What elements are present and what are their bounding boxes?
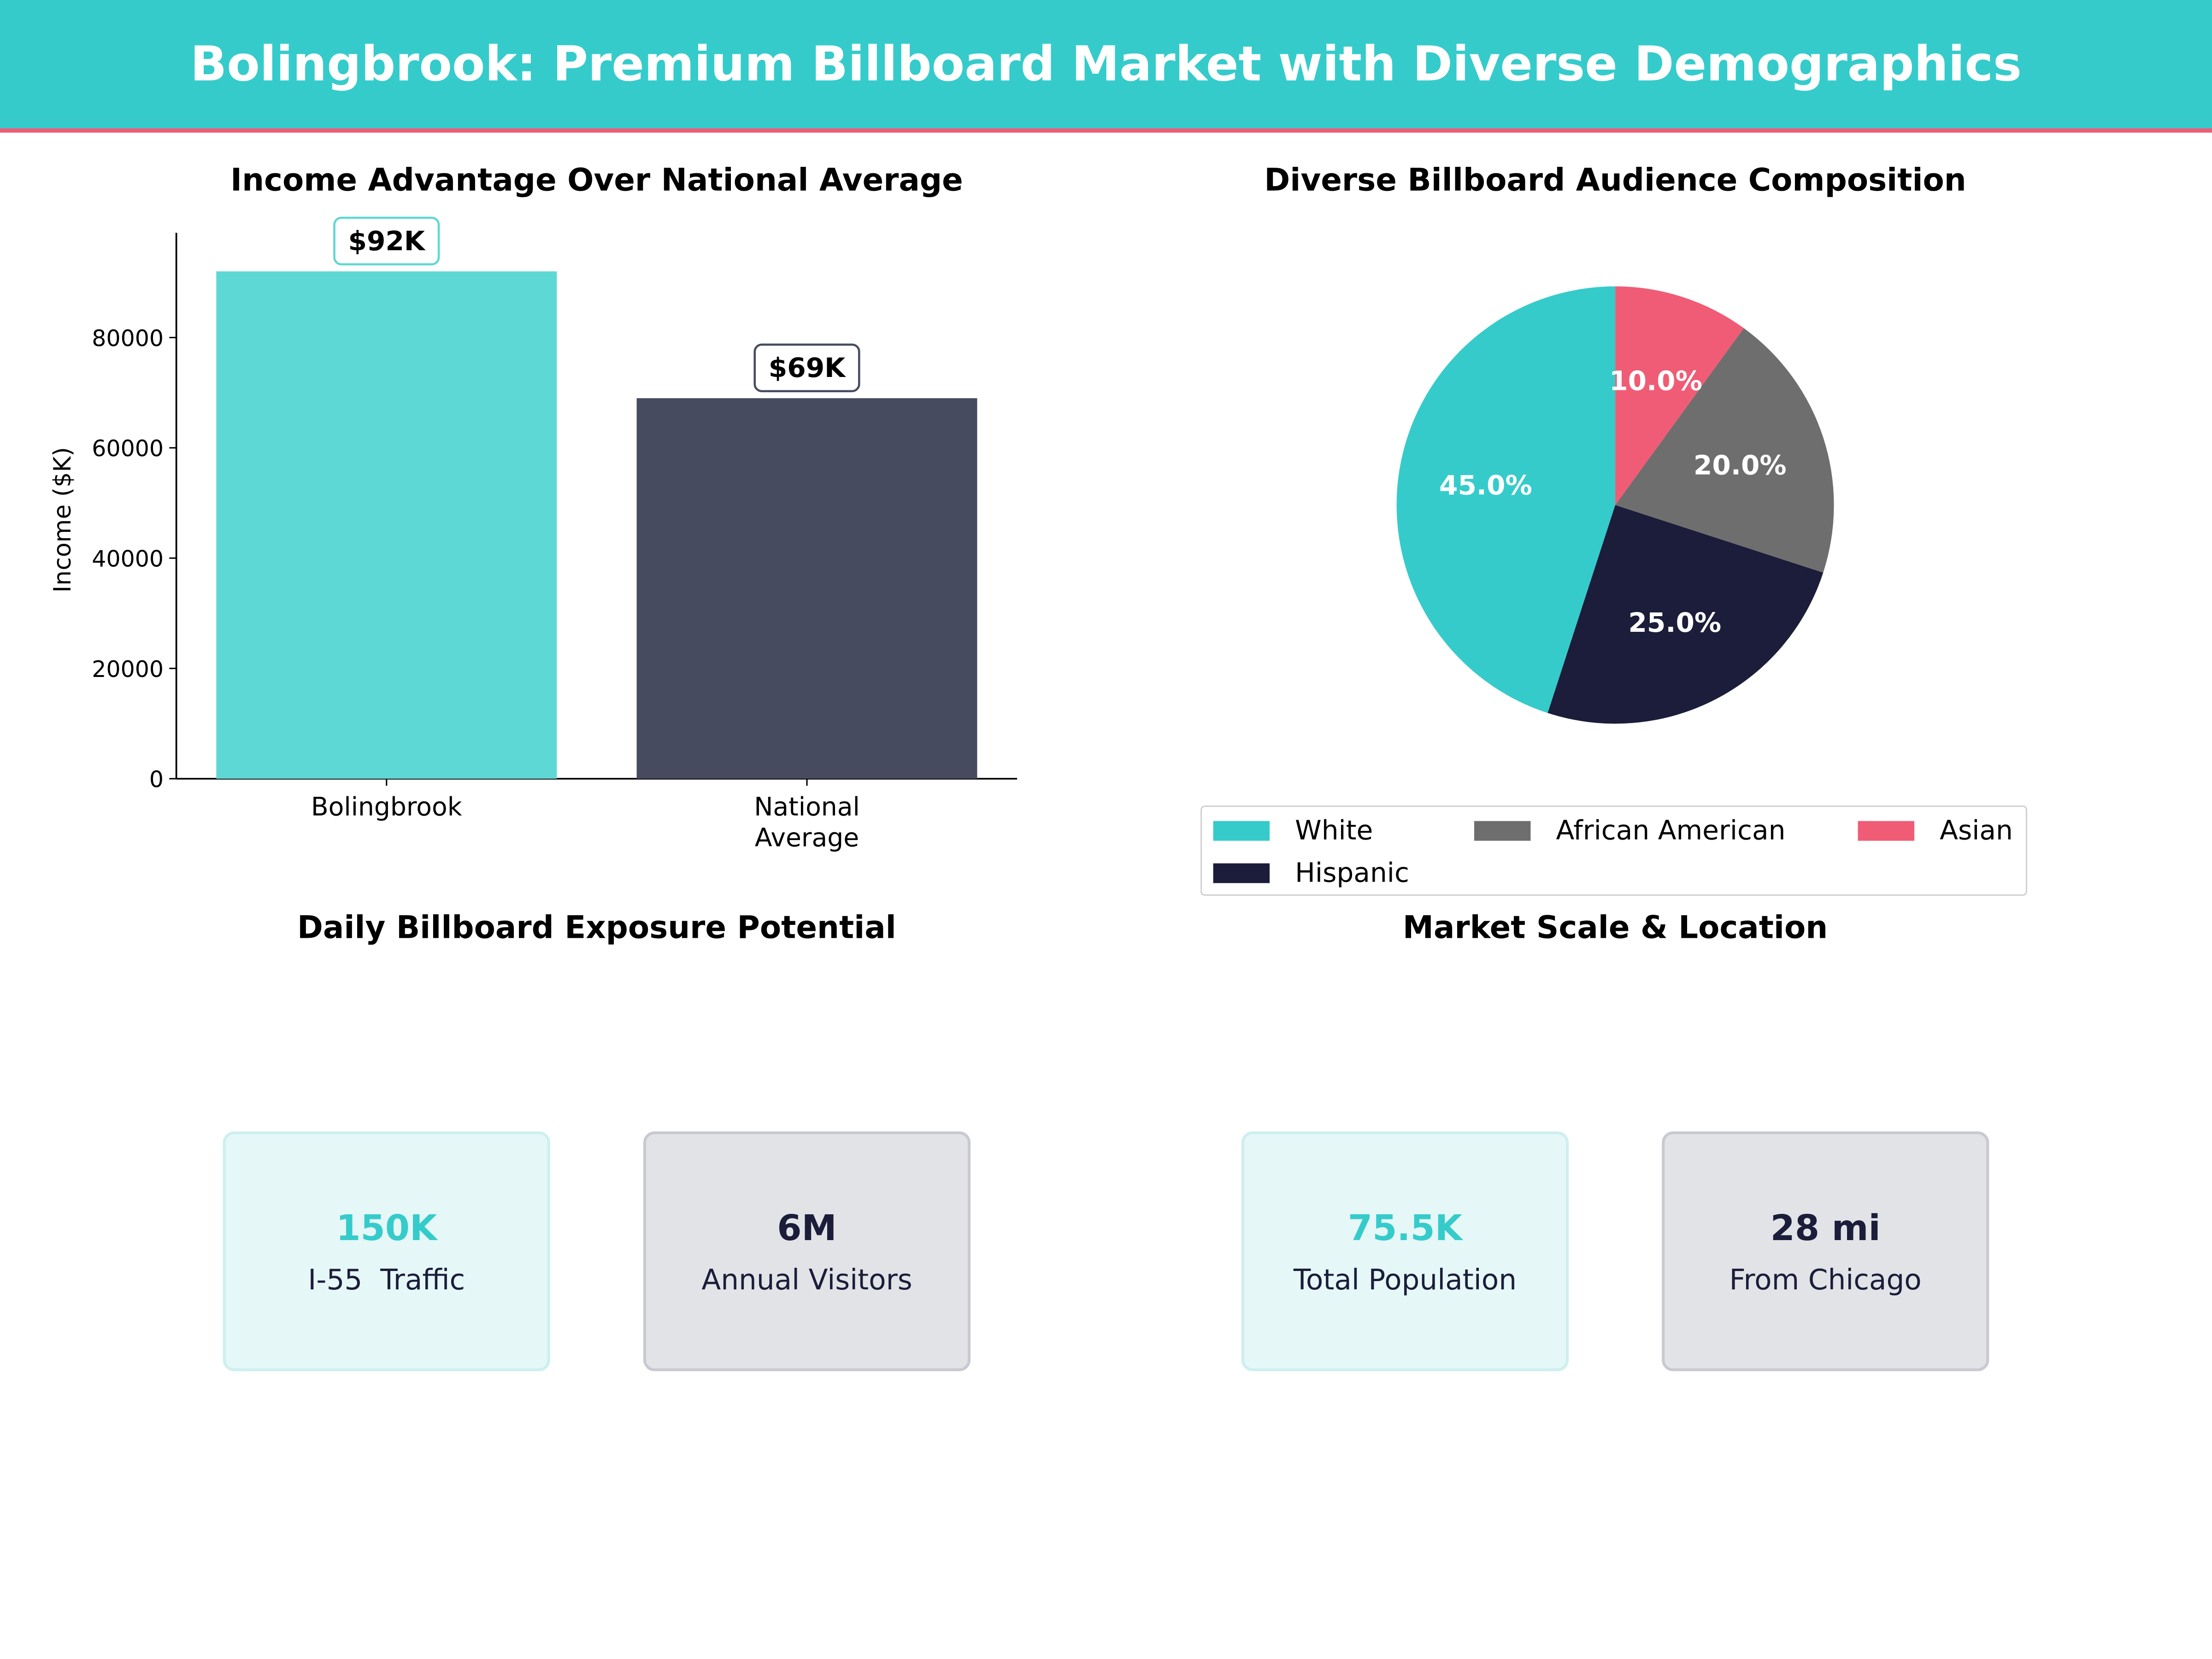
market-title: Market Scale & Location (1402, 911, 1828, 947)
x-tick-label: Average (755, 823, 859, 853)
legend-item: Hispanic (1213, 858, 1409, 889)
distance-card: 28 mi From Chicago (1662, 1131, 1989, 1371)
slice-label: 45.0% (1439, 470, 1532, 501)
card-value: 28 mi (1770, 1206, 1881, 1248)
data-label: $69K (769, 352, 846, 383)
legend-item: Asian (1858, 815, 2013, 847)
slice-label: 10.0% (1609, 365, 1702, 397)
legend-swatch (1858, 821, 1915, 841)
pie-legend: White Hispanic African American Asian (1200, 805, 2027, 896)
y-tick-label: 60000 (92, 435, 164, 462)
bar (216, 271, 557, 779)
y-tick-label: 80000 (92, 325, 164, 352)
population-card: 75.5K Total Population (1241, 1131, 1569, 1371)
legend-item: White (1213, 815, 1373, 847)
data-label-box (753, 343, 860, 393)
page-title: Bolingbrook: Premium Billboard Market wi… (190, 36, 2022, 93)
card-label: Annual Visitors (701, 1262, 912, 1296)
legend-swatch (1213, 821, 1270, 841)
y-tick-label: 40000 (92, 546, 164, 572)
legend-swatch (1474, 821, 1531, 841)
card-value: 75.5K (1347, 1206, 1463, 1248)
pie-slice (1547, 505, 1824, 724)
bar (636, 398, 977, 779)
card-label: I-55 Traffic (308, 1262, 465, 1296)
x-tick-label: Bolingbrook (311, 792, 462, 821)
data-label: $92K (348, 225, 426, 257)
card-value: 6M (777, 1206, 837, 1248)
pie-slice (1615, 328, 1834, 573)
pie-chart-title: Diverse Billboard Audience Composition (1264, 164, 1966, 199)
header-banner: Bolingbrook: Premium Billboard Market wi… (0, 0, 2212, 133)
visitors-card: 6M Annual Visitors (643, 1131, 971, 1371)
pie-slice (1396, 286, 1616, 713)
exposure-title: Daily Billboard Exposure Potential (297, 911, 896, 947)
legend-label: White (1295, 815, 1373, 847)
traffic-card: 150K I-55 Traffic (223, 1131, 550, 1371)
slice-label: 20.0% (1694, 449, 1787, 481)
card-label: Total Population (1293, 1262, 1517, 1296)
bar-chart-title: Income Advantage Over National Average (230, 164, 963, 199)
pie-slice (1615, 286, 1744, 505)
data-label-box (333, 217, 440, 265)
legend-label: Hispanic (1295, 858, 1409, 889)
x-tick-label: National (754, 792, 860, 821)
legend-item: African American (1474, 815, 1786, 847)
y-tick-label: 0 (149, 766, 164, 793)
legend-label: African American (1556, 815, 1786, 847)
slice-label: 25.0% (1628, 607, 1721, 638)
card-value: 150K (336, 1206, 437, 1248)
y-axis-label: Income ($K) (49, 447, 76, 593)
card-label: From Chicago (1729, 1262, 1922, 1296)
legend-swatch (1213, 863, 1270, 883)
legend-label: Asian (1940, 815, 2013, 847)
y-tick-label: 20000 (92, 656, 164, 682)
